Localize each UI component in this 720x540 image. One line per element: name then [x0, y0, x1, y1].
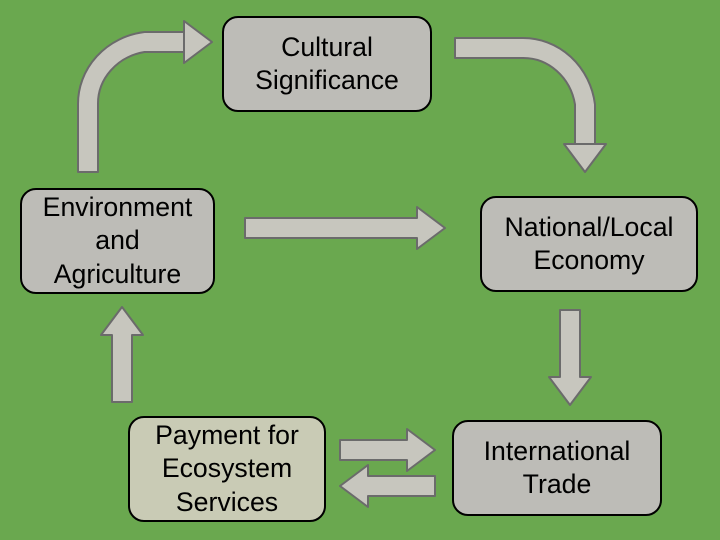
arrow-econ_to_trade	[549, 310, 591, 405]
arrow-env_to_cultural	[62, 22, 212, 172]
node-economy: National/Local Economy	[480, 196, 698, 292]
diagram-canvas: Cultural Significance Environment and Agr…	[0, 0, 720, 540]
node-environment: Environment and Agriculture	[20, 188, 215, 294]
node-payment: Payment for Ecosystem Services	[128, 416, 326, 522]
arrow-payment_to_env	[101, 307, 143, 402]
node-label: National/Local Economy	[496, 211, 682, 278]
arrow-cultural_to_econ	[455, 22, 605, 172]
node-label: Payment for Ecosystem Services	[144, 419, 310, 519]
node-cultural: Cultural Significance	[222, 16, 432, 112]
arrow-env_to_econ	[245, 207, 445, 249]
node-trade: International Trade	[452, 420, 662, 516]
arrow-trade_to_payment	[340, 465, 435, 507]
node-label: International Trade	[468, 435, 646, 502]
node-label: Environment and Agriculture	[36, 191, 199, 291]
node-label: Cultural Significance	[238, 31, 416, 98]
